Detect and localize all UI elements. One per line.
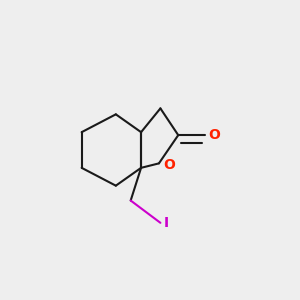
Text: I: I: [164, 216, 169, 230]
Text: O: O: [164, 158, 175, 172]
Text: O: O: [208, 128, 220, 142]
